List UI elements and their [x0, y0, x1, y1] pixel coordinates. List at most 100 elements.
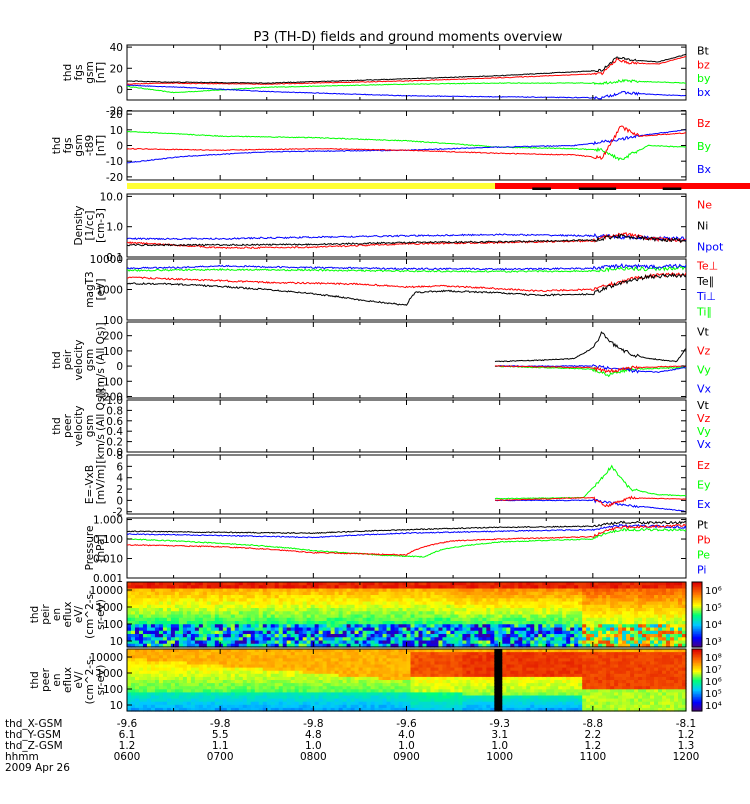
- axis-label: [nPa]: [95, 534, 107, 561]
- legend-entry: Vx: [697, 382, 712, 395]
- ytick-label: 1.0: [106, 222, 123, 234]
- legend-entry: Ey: [697, 478, 711, 491]
- series-line: [127, 50, 750, 84]
- legend-entry: Te⊥: [696, 260, 718, 273]
- legend-entry: Vy: [697, 363, 711, 376]
- ytick-label: 6: [116, 461, 123, 473]
- panel-frame: [127, 518, 686, 578]
- panel-frame: [127, 400, 686, 452]
- legend-entry: Vx: [697, 438, 712, 451]
- ytick-label: 0.001: [93, 573, 123, 585]
- ytick-label: 0: [116, 361, 123, 373]
- axis-label: [cm-3]: [95, 208, 107, 243]
- ytick-label: 10: [110, 636, 123, 648]
- ytick-label: 0: [116, 495, 123, 507]
- legend-entry: Pt: [697, 519, 709, 532]
- colorbar-label: 10³: [705, 637, 722, 648]
- series-line: [127, 272, 750, 305]
- ytick-label: 0: [116, 141, 123, 153]
- legend-entry: Ez: [697, 459, 710, 472]
- ytick-label: 10.0: [100, 191, 123, 203]
- legend-entry: bx: [697, 86, 711, 99]
- legend-entry: Ne: [697, 199, 712, 212]
- legend-entry: Bz: [697, 117, 711, 130]
- ytick-label: 20: [110, 109, 123, 121]
- legend-entry: Vt: [697, 399, 710, 412]
- series-group: [127, 264, 750, 305]
- ytick-label: 10: [110, 125, 123, 137]
- colorbar-label: 10⁵: [705, 603, 722, 614]
- axis-label: [km/s (All Qs)]: [95, 388, 107, 463]
- series-line: [127, 524, 750, 537]
- axis-label: [km/s (All Qs)]: [95, 322, 107, 397]
- ytick-label: 1.000: [93, 515, 123, 527]
- ytick-label: 4: [116, 473, 123, 485]
- series-group: [127, 126, 750, 163]
- legend-entry: Vz: [697, 344, 711, 357]
- axis-label: [nT]: [95, 62, 107, 83]
- legend-entry: Ti⊥: [696, 290, 716, 303]
- series-line: [127, 47, 750, 83]
- ytick-label: -20: [106, 172, 123, 184]
- ytick-label: 0: [116, 84, 123, 96]
- series-line: [495, 332, 750, 362]
- panel-8: 1.0000.1000.0100.001Pressure[nPa]PtPbPeP…: [84, 515, 750, 585]
- mode-mark: [532, 188, 551, 191]
- axis-label: [eV]: [95, 279, 107, 301]
- series-group: [127, 233, 750, 249]
- axis-label: [mV/m]: [95, 465, 107, 504]
- panel-frame: [127, 111, 686, 180]
- colorbar-label: 10⁴: [705, 620, 722, 631]
- mode-mark: [579, 188, 616, 191]
- legend-entry: Vy: [697, 425, 711, 438]
- legend-entry: Bt: [697, 45, 710, 58]
- ytick-label: 8: [116, 450, 123, 462]
- series-group: [495, 466, 750, 512]
- legend-entry: Pi: [697, 564, 706, 577]
- legend-entry: Vt: [697, 325, 710, 338]
- ytick-label: 20: [110, 63, 123, 75]
- axis-label: sr-eV): [95, 599, 107, 630]
- panel-frame: [127, 45, 686, 100]
- legend-entry: By: [697, 140, 712, 153]
- ytick-label: 40: [110, 42, 123, 54]
- legend-entry: by: [697, 72, 711, 85]
- legend-entry: Pb: [697, 534, 711, 547]
- colorbar-label: 10⁶: [705, 586, 722, 597]
- legend-entry: Bx: [697, 163, 712, 176]
- mode-segment: [127, 183, 495, 189]
- legend-entry: Ex: [697, 498, 711, 511]
- legend-entry: Ti∥: [696, 305, 712, 318]
- series-group: [127, 519, 750, 557]
- series-line: [495, 466, 750, 499]
- ytick-label: -10: [106, 156, 123, 168]
- axis-label: [nT]: [95, 135, 107, 156]
- series-line: [127, 523, 750, 555]
- legend-entry: Pe: [697, 549, 710, 562]
- panel-2: [127, 183, 750, 190]
- ytick-label: 2: [116, 484, 123, 496]
- plot-title: P3 (TH-D) fields and ground moments over…: [253, 30, 562, 45]
- legend-entry: Te∥: [696, 275, 714, 288]
- legend-entry: Npot: [697, 241, 724, 254]
- ytick-label: 10000: [90, 254, 123, 266]
- series-group: [127, 47, 750, 99]
- series-line: [127, 80, 750, 93]
- series-group: [495, 332, 750, 376]
- series-line: [127, 272, 750, 292]
- legend-entry: Ni: [697, 220, 708, 233]
- legend-entry: bz: [697, 58, 710, 71]
- mode-mark: [663, 188, 682, 191]
- legend-entry: Vz: [697, 412, 711, 425]
